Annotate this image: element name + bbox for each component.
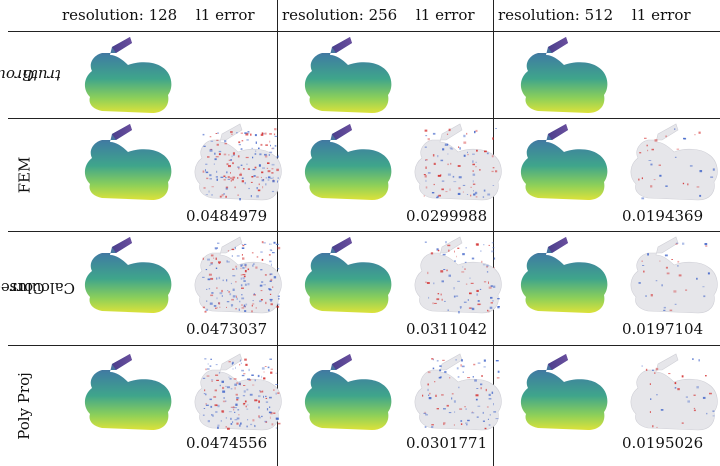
header-res-256: resolution: 256 bbox=[282, 6, 398, 24]
shaded-bunny-r2-c1 bbox=[292, 237, 402, 318]
l1-error-value: 0.0195026 bbox=[622, 434, 704, 452]
error-map-r2-c0 bbox=[182, 233, 292, 318]
error-map-r3-c0 bbox=[182, 350, 292, 435]
header-error-128: l1 error bbox=[196, 6, 255, 24]
header-error-256: l1 error bbox=[416, 6, 475, 24]
error-map-r2-c2 bbox=[618, 233, 720, 318]
l1-error-value: 0.0484979 bbox=[186, 207, 268, 225]
error-map-r1-c1 bbox=[402, 120, 512, 205]
l1-error-value: 0.0194369 bbox=[622, 207, 704, 225]
row-label-corrected-calculus: CorrectedCalculus bbox=[0, 279, 75, 297]
row-divider-1 bbox=[8, 118, 720, 119]
error-map-r3-c1 bbox=[402, 350, 512, 435]
column-divider-2 bbox=[493, 0, 495, 466]
header-res-128: resolution: 128 bbox=[62, 6, 178, 24]
row-label-poly-proj: Poly Proj bbox=[15, 371, 33, 440]
shaded-bunny-r0-c1 bbox=[292, 37, 402, 118]
header-error-512: l1 error bbox=[632, 6, 691, 24]
error-map-r1-c0 bbox=[182, 120, 292, 205]
shaded-bunny-r3-c0 bbox=[72, 354, 182, 435]
shaded-bunny-r1-c0 bbox=[72, 124, 182, 205]
row-divider-2 bbox=[8, 231, 720, 232]
l1-error-value: 0.0299988 bbox=[406, 207, 488, 225]
error-map-r1-c2 bbox=[618, 120, 720, 205]
column-divider-1 bbox=[277, 0, 279, 466]
l1-error-value: 0.0301771 bbox=[406, 434, 488, 452]
shaded-bunny-r2-c2 bbox=[508, 237, 618, 318]
l1-error-value: 0.0197104 bbox=[622, 320, 704, 338]
row-label-ground-truth: Groundtruth bbox=[0, 65, 62, 84]
row-label-fem: FEM bbox=[15, 156, 33, 193]
header-res-512: resolution: 512 bbox=[498, 6, 614, 24]
shaded-bunny-r3-c2 bbox=[508, 354, 618, 435]
l1-error-value: 0.0474556 bbox=[186, 434, 268, 452]
error-map-r2-c1 bbox=[402, 233, 512, 318]
shaded-bunny-r1-c1 bbox=[292, 124, 402, 205]
l1-error-value: 0.0311042 bbox=[406, 320, 488, 338]
header-divider bbox=[8, 31, 720, 32]
shaded-bunny-r2-c0 bbox=[72, 237, 182, 318]
l1-error-value: 0.0473037 bbox=[186, 320, 268, 338]
row-divider-3 bbox=[8, 345, 720, 346]
shaded-bunny-r0-c2 bbox=[508, 37, 618, 118]
shaded-bunny-r1-c2 bbox=[508, 124, 618, 205]
shaded-bunny-r3-c1 bbox=[292, 354, 402, 435]
error-map-r3-c2 bbox=[618, 350, 720, 435]
shaded-bunny-r0-c0 bbox=[72, 37, 182, 118]
